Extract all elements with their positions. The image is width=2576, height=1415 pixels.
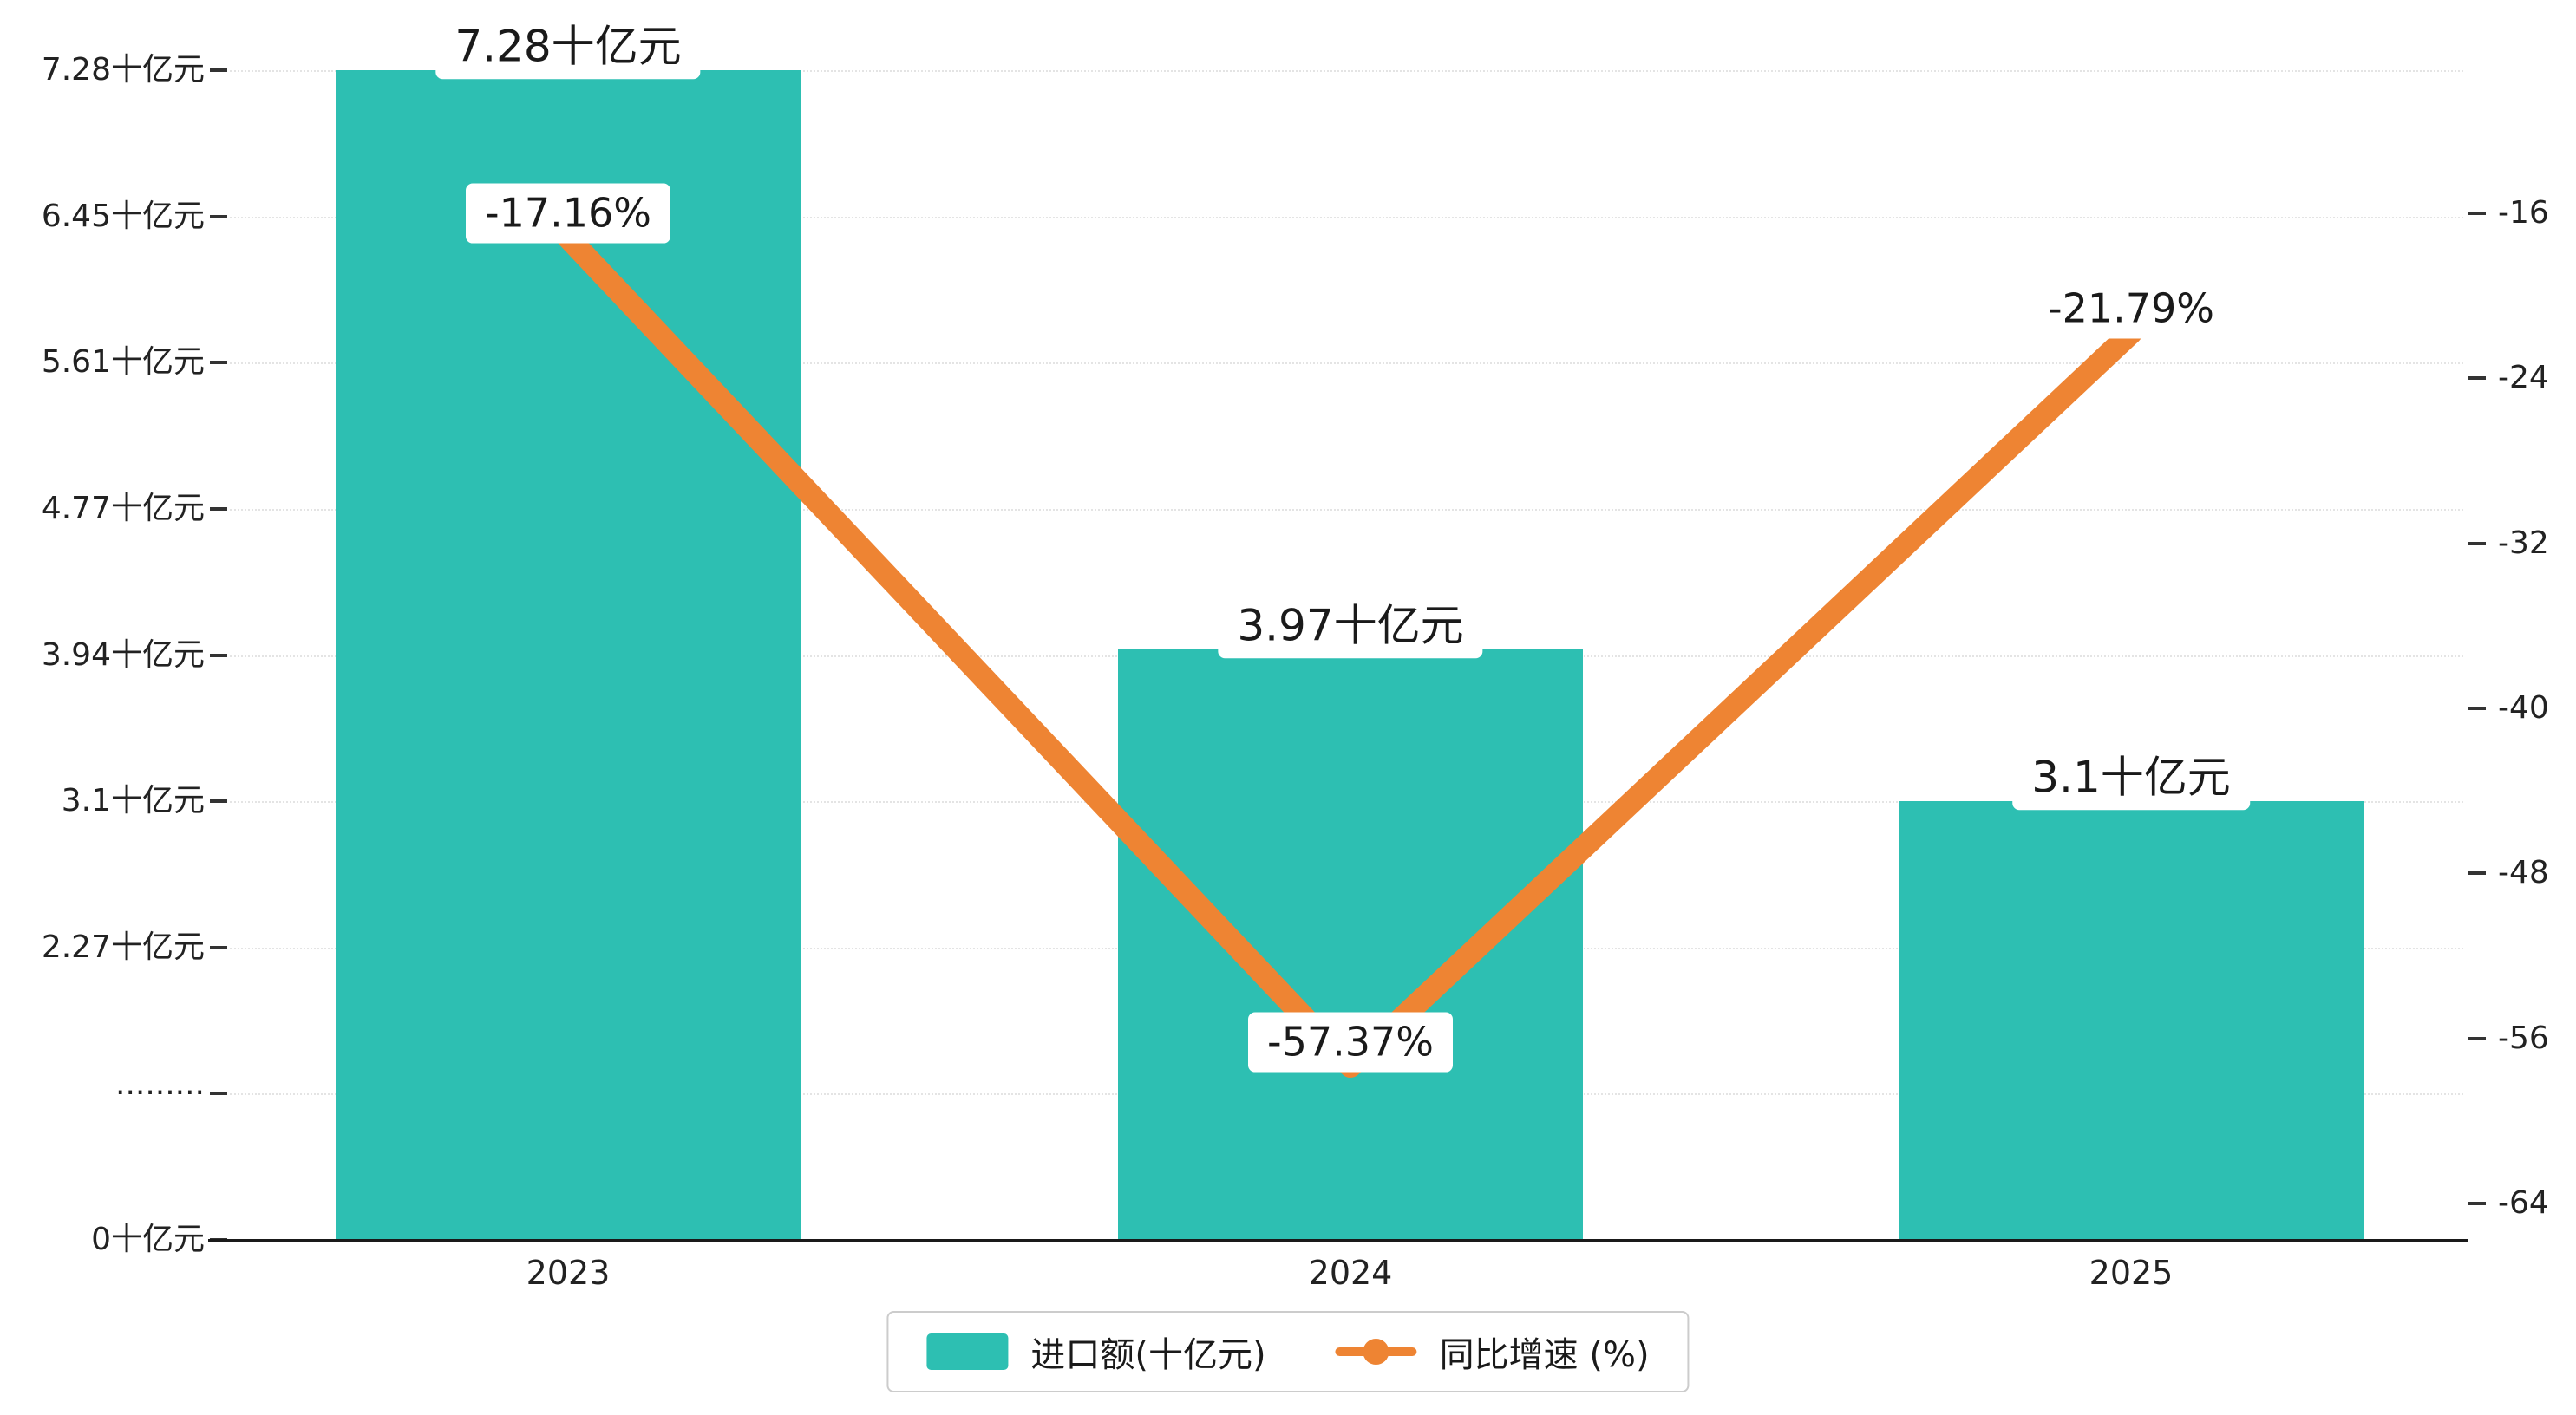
right-axis-tick-mark: [2468, 707, 2486, 710]
left-axis-tick-mark: [210, 506, 227, 511]
legend-item-label: 同比增速 (%): [1439, 1335, 1650, 1375]
left-axis-tick-label: 5.61十亿元: [41, 344, 205, 381]
right-axis-tick-label: -64: [2498, 1185, 2549, 1221]
import-value-bar: [1899, 801, 2364, 1240]
left-axis-tick-label: 0十亿元: [91, 1222, 205, 1257]
bar-swatch-icon: [926, 1333, 1009, 1370]
bar-value-label: 7.28十亿元: [435, 15, 701, 79]
x-axis-line: [208, 1239, 2468, 1242]
right-axis-tick-mark: [2468, 871, 2486, 876]
right-axis-tick-label: -32: [2498, 525, 2549, 561]
x-axis-category-label: 2024: [1308, 1254, 1393, 1292]
left-axis-tick-label: 6.45十亿元: [41, 198, 205, 234]
line-dot-icon: [1363, 1339, 1389, 1365]
legend: 进口额(十亿元) 同比增速 (%): [886, 1311, 1690, 1392]
x-axis-category-label: 2023: [526, 1254, 611, 1292]
right-axis-tick-mark: [2468, 376, 2486, 381]
gridline: [230, 362, 2463, 365]
line-swatch-icon: [1335, 1333, 1417, 1370]
right-axis-tick-label: -48: [2498, 855, 2549, 891]
left-axis-tick-label: ·········: [115, 1075, 205, 1112]
left-axis-tick-mark: [210, 653, 227, 657]
legend-item[interactable]: 同比增速 (%): [1335, 1327, 1650, 1377]
bar-value-label: 3.1十亿元: [2012, 746, 2250, 810]
x-axis-category-label: 2025: [2089, 1254, 2174, 1292]
left-axis-tick-label: 3.94十亿元: [41, 636, 205, 673]
right-axis-tick-mark: [2468, 541, 2486, 545]
legend-item-label: 进口额(十亿元): [1030, 1335, 1266, 1375]
right-axis-tick-label: -56: [2498, 1020, 2549, 1056]
growth-value-label: -57.37%: [1248, 1012, 1453, 1073]
left-axis-tick-label: 7.28十亿元: [41, 52, 205, 88]
growth-value-label: -17.16%: [466, 183, 670, 244]
import-value-bar: [1118, 649, 1583, 1240]
left-axis-tick-mark: [210, 361, 227, 365]
left-axis-tick-mark: [210, 799, 227, 804]
left-axis-tick-label: 4.77十亿元: [41, 490, 205, 526]
left-axis-tick-mark: [210, 214, 227, 218]
right-axis-tick-mark: [2468, 212, 2486, 215]
left-axis-tick-mark: [210, 945, 227, 949]
right-axis-tick-label: -16: [2498, 195, 2549, 231]
import-value-bar: [336, 70, 801, 1240]
gridline: [230, 70, 2463, 72]
left-axis-tick-mark: [210, 68, 227, 72]
left-axis-tick-label: 3.1十亿元: [61, 783, 205, 819]
bar-value-label: 3.97十亿元: [1218, 594, 1483, 659]
gridline: [230, 508, 2463, 511]
growth-value-label: -21.79%: [2029, 278, 2233, 339]
left-axis-tick-mark: [210, 1092, 227, 1096]
right-axis-tick-label: -24: [2498, 360, 2549, 396]
gridline: [230, 216, 2463, 218]
left-axis-tick-label: 2.27十亿元: [41, 929, 205, 965]
right-axis-tick-label: -40: [2498, 690, 2549, 726]
legend-item[interactable]: 进口额(十亿元): [926, 1327, 1266, 1377]
right-axis-tick-mark: [2468, 1036, 2486, 1040]
right-axis-tick-mark: [2468, 1202, 2486, 1205]
